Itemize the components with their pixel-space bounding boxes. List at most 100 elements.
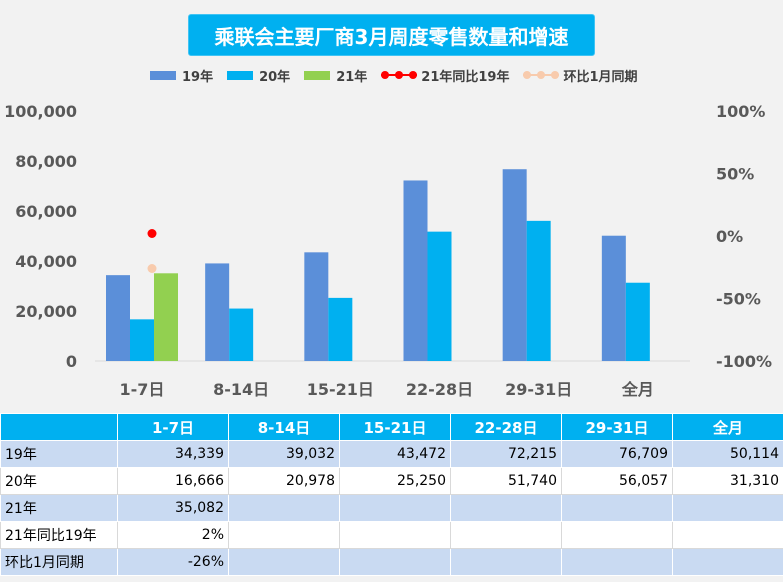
bar-21年-1-7日 [154, 273, 178, 361]
table-row-label: 21年 [0, 494, 118, 522]
table-row: 21年同比19年 2% [0, 521, 783, 549]
left-axis-tick-label: 20,000 [15, 302, 77, 321]
table-cell: 51,740 [450, 467, 562, 495]
table-cell: 35,082 [117, 494, 229, 522]
bar-20年-1-7日 [130, 319, 154, 361]
legend-item-20: 20年 [227, 66, 290, 85]
left-axis-tick-label: 80,000 [15, 152, 77, 171]
x-axis-tick-label: 15-21日 [307, 380, 374, 399]
table-cell [339, 521, 451, 549]
table-cell: 2% [117, 521, 229, 549]
x-axis-tick-label: 全月 [621, 380, 654, 399]
table-cell [228, 521, 340, 549]
bar-19年-15-21日 [304, 252, 329, 361]
table-cell [228, 548, 340, 576]
bar-chart-plot: 0 20,000 40,000 60,000 80,000 100,000 -100% -50… [4, 102, 772, 399]
bar-20年-29-31日 [526, 220, 551, 361]
legend-marker-mom [523, 70, 560, 80]
table-header-cell: 1-7日 [117, 413, 229, 441]
table-row: 环比1月同期 -26% [0, 548, 783, 576]
table-header-cell: 22-28日 [450, 413, 562, 441]
table-header-corner [0, 413, 118, 441]
table-header-cell: 全月 [672, 413, 783, 441]
table-cell [561, 521, 673, 549]
right-axis-tick-label: 0% [716, 227, 743, 246]
table-row-label: 20年 [0, 467, 118, 495]
table-row-label: 环比1月同期 [0, 548, 118, 576]
legend-item-19: 19年 [150, 66, 213, 85]
legend-item-21: 21年 [304, 66, 367, 85]
table-cell: 34,339 [117, 440, 229, 468]
data-table: 1-7日 8-14日 15-21日 22-28日 29-31日 全月 19年 34… [0, 413, 783, 576]
table-cell [561, 548, 673, 576]
left-axis-tick-label: 40,000 [15, 252, 77, 271]
table-header-cell: 15-21日 [339, 413, 451, 441]
table-cell [561, 494, 673, 522]
table-cell: 31,310 [672, 467, 783, 495]
table-header-cell: 8-14日 [228, 413, 340, 441]
x-axis-tick-label: 22-28日 [406, 380, 473, 399]
left-axis-tick-label: 60,000 [15, 202, 77, 221]
left-axis-tick-label: 100,000 [4, 102, 77, 121]
legend-swatch-21 [304, 70, 331, 80]
legend-label-19: 19年 [182, 69, 214, 85]
legend-label-mom: 环比1月同期 [563, 69, 638, 85]
table-cell: 72,215 [450, 440, 562, 468]
table-cell [672, 494, 783, 522]
bar-19年-8-14日 [205, 263, 230, 361]
table-cell [339, 494, 451, 522]
legend-label-21: 21年 [336, 69, 368, 85]
x-axis-tick-label: 1-7日 [120, 380, 165, 399]
table-cell [339, 548, 451, 576]
table-cell: 56,057 [561, 467, 673, 495]
table-row-label: 19年 [0, 440, 118, 468]
legend-marker-yoy [381, 70, 418, 80]
right-axis-tick-label: -50% [716, 290, 761, 309]
bar-20年-全月 [625, 282, 650, 361]
legend-swatch-20 [227, 70, 254, 80]
bar-19年-1-7日 [106, 275, 130, 361]
table-cell [672, 548, 783, 576]
table-cell: 43,472 [339, 440, 451, 468]
chart-area: 乘联会主要厂商3月周度零售数量和增速 19年 20年 21年 [4, 14, 772, 399]
legend-label-20: 20年 [259, 69, 291, 85]
x-axis-tick-label: 8-14日 [213, 380, 269, 399]
table-header-row: 1-7日 8-14日 15-21日 22-28日 29-31日 全月 [0, 413, 783, 441]
x-axis-tick-label: 29-31日 [505, 380, 572, 399]
table-cell: 50,114 [672, 440, 783, 468]
table-row-label: 21年同比19年 [0, 521, 118, 549]
table-cell [672, 521, 783, 549]
legend-item-yoy: 21年同比19年 [381, 66, 509, 85]
line-point-21年同比19年-1-7日 [147, 229, 157, 238]
table-cell: 76,709 [561, 440, 673, 468]
table-cell [450, 521, 562, 549]
table-cell: 20,978 [228, 467, 340, 495]
table-cell: 16,666 [117, 467, 229, 495]
chart-title: 乘联会主要厂商3月周度零售数量和增速 [188, 14, 595, 56]
table-cell: 25,250 [339, 467, 451, 495]
bar-20年-22-28日 [427, 231, 452, 361]
table-row: 21年 35,082 [0, 494, 783, 522]
bar-20年-8-14日 [229, 308, 254, 361]
chart-legend: 19年 20年 21年 21年同比19年 [150, 65, 652, 85]
table-cell [450, 548, 562, 576]
table-row: 20年 16,666 20,978 25,250 51,740 56,057 31,310 [0, 467, 783, 495]
table-row: 19年 34,339 39,032 43,472 72,215 76,709 50,114 [0, 440, 783, 468]
table-cell [228, 494, 340, 522]
right-axis-tick-label: 100% [716, 102, 765, 121]
left-axis-tick-label: 0 [66, 352, 77, 371]
table-cell: 39,032 [228, 440, 340, 468]
legend-item-mom: 环比1月同期 [523, 66, 638, 85]
legend-label-yoy: 21年同比19年 [421, 69, 510, 85]
right-axis-tick-label: 50% [716, 165, 754, 184]
table-cell: -26% [117, 548, 229, 576]
table-header-cell: 29-31日 [561, 413, 673, 441]
right-axis-tick-label: -100% [716, 352, 772, 371]
bar-19年-22-28日 [403, 180, 428, 361]
legend-swatch-19 [150, 70, 176, 80]
bar-19年-全月 [601, 235, 626, 361]
bar-20年-15-21日 [328, 297, 353, 361]
line-point-环比1月同期-1-7日 [147, 264, 157, 273]
table-cell [450, 494, 562, 522]
